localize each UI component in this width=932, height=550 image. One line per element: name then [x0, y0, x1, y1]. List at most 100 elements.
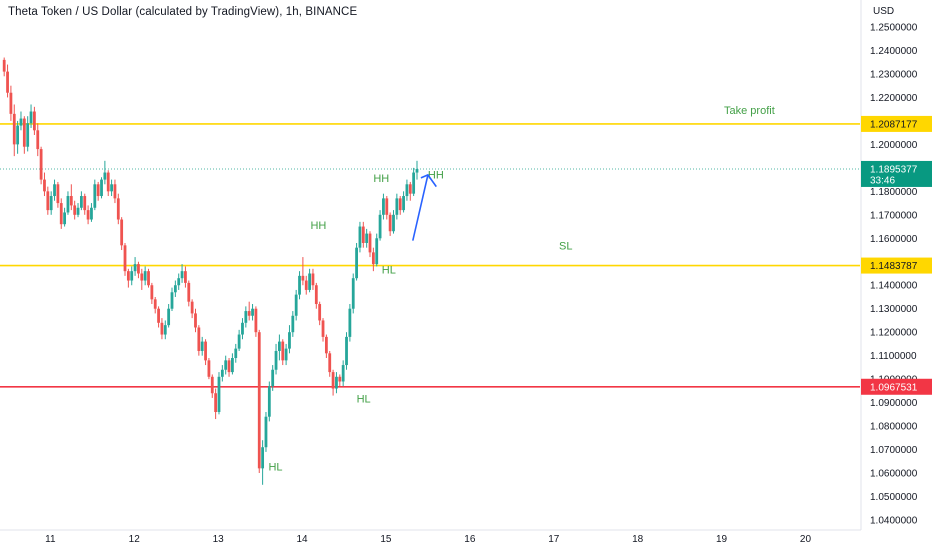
candle-body [375, 238, 379, 265]
y-tick-label: 1.2400000 [870, 46, 918, 57]
candle-body [277, 341, 281, 351]
y-tick-label: 1.2500000 [870, 23, 918, 34]
x-tick-label: 18 [632, 534, 644, 545]
level-price-tag-text: 1.1483787 [870, 261, 918, 272]
candle-body [378, 214, 382, 239]
candle-body [321, 320, 325, 337]
x-tick-label: 15 [380, 534, 392, 545]
candle-body [153, 299, 157, 309]
y-tick-label: 1.0400000 [870, 516, 918, 527]
candle-body [53, 184, 56, 197]
candle-body [237, 334, 241, 349]
candle-body [231, 358, 234, 373]
candle-body [408, 184, 412, 194]
time-axis[interactable]: 11 12 13 14 15 16 17 18 19 20 [0, 529, 861, 545]
candle-body [59, 203, 63, 225]
candle-body [120, 219, 124, 246]
candle-body [284, 348, 288, 361]
candle-body [368, 233, 372, 253]
candle-body [96, 184, 100, 197]
candle-body [197, 327, 201, 351]
candle-body [194, 313, 197, 328]
candle-body [100, 179, 103, 197]
candle-body [271, 369, 275, 387]
candle-body [76, 207, 80, 215]
candle-body [123, 245, 127, 272]
candle-body [267, 386, 271, 417]
candle-body [324, 336, 328, 354]
y-tick-label: 1.1800000 [870, 187, 918, 198]
level-price-tag [861, 257, 932, 274]
candle-body [328, 353, 332, 373]
candle-body [126, 271, 130, 281]
candle-body [402, 196, 405, 211]
candle-body [398, 198, 402, 211]
candle-body [200, 341, 204, 351]
x-tick-label: 14 [296, 534, 308, 545]
candle-body [19, 118, 23, 126]
candle-body [348, 308, 352, 337]
candle-body [39, 149, 43, 180]
candle-body [281, 341, 285, 361]
candle-body [217, 376, 221, 413]
price-tags: 1.2087177 1.1483787 1.0967531 1.189537733:4… [861, 115, 932, 395]
candle-body [388, 214, 392, 232]
candle-body [224, 360, 228, 370]
candle-body [257, 332, 261, 469]
projection-arrow[interactable] [412, 174, 429, 241]
candle-body [63, 212, 67, 225]
y-tick-label: 1.1400000 [870, 281, 918, 292]
candle-body [79, 196, 83, 208]
y-tick-label: 1.1100000 [870, 351, 917, 362]
y-tick-label: 1.1200000 [870, 328, 918, 339]
x-tick-label: 11 [45, 534, 56, 545]
chart-title: Theta Token / US Dollar (calculated by T… [8, 6, 358, 18]
x-tick-label: 12 [129, 534, 141, 545]
swing-label-hh: HH [373, 173, 389, 185]
candle-body [314, 285, 318, 305]
candle-body [16, 125, 20, 145]
candle-body [36, 130, 40, 150]
swing-label-hh: HH [310, 220, 326, 232]
candle-body [207, 360, 211, 377]
candle-body [73, 205, 77, 215]
candle-body [338, 376, 342, 382]
candles [2, 57, 419, 485]
candle-body [355, 247, 358, 279]
candle-body [210, 376, 214, 394]
level-price-tag-text: 1.0967531 [870, 382, 918, 393]
candle-body [308, 273, 311, 290]
y-tick-label: 1.0500000 [870, 492, 918, 503]
candle-body [298, 275, 301, 295]
candle-body [26, 123, 30, 147]
candle-body [247, 311, 251, 316]
candle-body [143, 271, 147, 281]
candle-body [66, 196, 70, 213]
candle-body [234, 348, 238, 359]
candle-body [180, 271, 184, 279]
candle-body [331, 372, 335, 389]
candle-body [49, 196, 53, 211]
stop-loss-label: SL [559, 241, 572, 253]
candle-body [304, 280, 308, 290]
candle-body [6, 71, 9, 93]
candle-body [56, 184, 60, 204]
candle-body [116, 198, 120, 220]
candle-body [113, 184, 117, 199]
candle-body [187, 282, 191, 302]
annotations[interactable]: Take profit SL HH HH HL HL HL HH [268, 105, 774, 474]
candle-body [412, 172, 416, 194]
candle-body [150, 285, 154, 300]
candle-body [251, 308, 254, 316]
candle-body [140, 273, 144, 281]
candle-body [90, 207, 93, 220]
candle-body [190, 301, 194, 314]
projection-arrow-head [420, 173, 437, 188]
candle-body [170, 292, 174, 309]
horizontal-levels[interactable] [0, 123, 860, 388]
level-price-tag [861, 115, 932, 132]
y-tick-label: 1.0900000 [870, 398, 918, 409]
candle-body [415, 169, 419, 173]
